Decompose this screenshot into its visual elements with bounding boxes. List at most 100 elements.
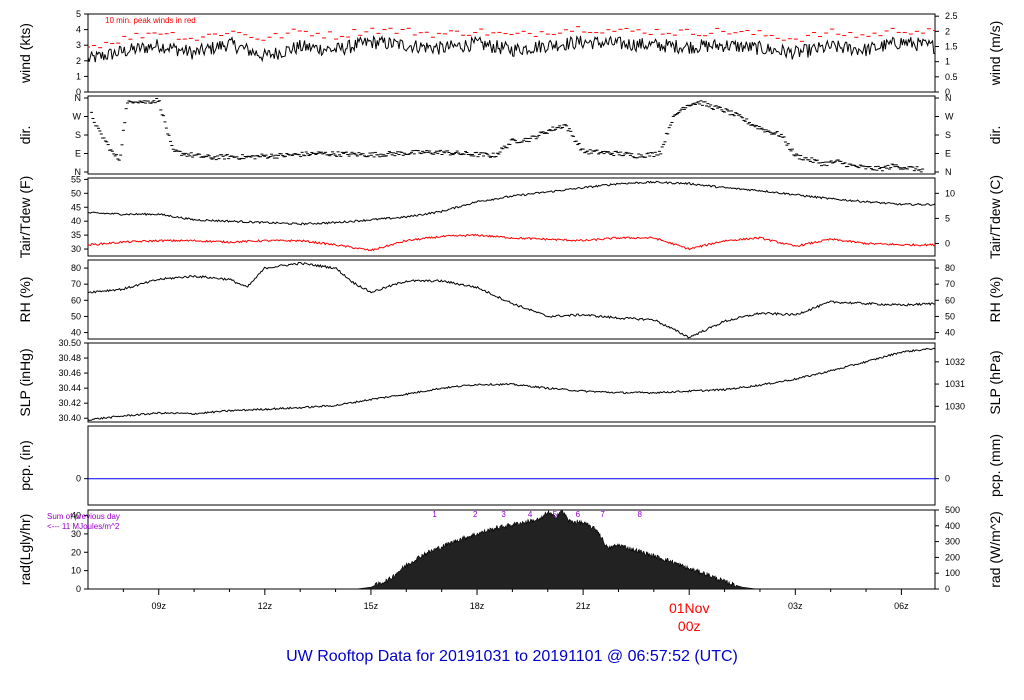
panel-frame (87, 259, 936, 340)
x-tick-label: 00z (678, 618, 701, 634)
y-axis-label-right: wind (m/s) (987, 21, 1003, 87)
y-tick-label-right: 1032 (945, 357, 965, 367)
panel-wind: wind (kts) wind (m/s) 0 1 2 3 4 5 0 0.5 1 1.5 2 2.5 10… (17, 9, 1003, 97)
x-tick-label: 06z (894, 601, 909, 611)
panel-slp: SLP (inHg) SLP (hPa) 30.40 30.42 30.44 30.46 3… (17, 338, 1003, 423)
y-tick-label-right: 40 (945, 328, 955, 338)
y-axis-label: RH (%) (17, 277, 33, 323)
hour-marker: 8 (637, 510, 642, 519)
y-tick-label: 45 (71, 202, 81, 212)
y-tick-label-right: 10 (945, 188, 955, 198)
series-slp-0 (88, 347, 935, 421)
x-tick-label: 18z (470, 601, 485, 611)
y-tick-label-right: 500 (945, 505, 960, 515)
series-temp-1 (88, 233, 935, 252)
panel-temp: Tair/Tdew (F) Tair/Tdew (C) 30 35 40 45 50 55 0 5… (17, 174, 1003, 259)
y-axis-label-right: pcp. (mm) (987, 434, 1003, 497)
y-tick-label: 40 (71, 328, 81, 338)
y-tick-label: 80 (71, 263, 81, 273)
panel-pcp: pcp. (in) pcp. (mm) 0 0 (17, 425, 1003, 506)
y-tick-label: 0 (76, 584, 81, 594)
y-tick-label-right: E (945, 149, 951, 159)
hour-marker: 5 (553, 510, 558, 519)
y-tick-label: 30.46 (58, 368, 81, 378)
y-axis-label: rad(Lgly/hr) (17, 514, 33, 586)
y-axis-label-right: rad (W/m^2) (987, 511, 1003, 588)
y-axis-label-right: RH (%) (987, 277, 1003, 323)
y-tick-label: 50 (71, 311, 81, 321)
y-tick-label-right: 0 (945, 87, 950, 97)
series-rh-0 (88, 262, 935, 339)
plot-area (90, 97, 925, 173)
y-tick-label-right: 2 (945, 26, 950, 36)
y-tick-label: 0 (76, 87, 81, 97)
y-tick-label: 55 (71, 174, 81, 184)
panel-frame (87, 425, 936, 506)
rooftop-chart: wind (kts) wind (m/s)01234500.511.522.510… (17, 9, 1003, 634)
y-tick-label: 5 (76, 9, 81, 19)
x-tick-label: 01Nov (669, 600, 709, 616)
y-tick-label: 30.40 (58, 413, 81, 423)
footer-title: UW Rooftop Data for 20191031 to 20191101… (286, 648, 738, 665)
y-tick-label: 50 (71, 188, 81, 198)
y-tick-label-right: 1031 (945, 379, 965, 389)
y-tick-label-right: 1.5 (945, 42, 958, 52)
y-tick-label: 35 (71, 230, 81, 240)
series-rad-0 (356, 510, 757, 589)
y-tick-label: 40 (71, 216, 81, 226)
y-tick-label-right: N (945, 167, 952, 177)
panel-frame (87, 342, 936, 423)
panel-rad: rad(Lgly/hr) rad (W/m^2)01020304001002003… (17, 505, 1003, 594)
x-tick-label: 21z (576, 601, 591, 611)
y-tick-label-right: 0 (945, 474, 950, 484)
y-tick-label-right: 0 (945, 584, 950, 594)
x-tick-label: 09z (151, 601, 166, 611)
y-tick-label-right: 1030 (945, 401, 965, 411)
series-wind-0 (88, 34, 935, 63)
y-tick-label: 0 (76, 474, 81, 484)
y-tick-label-right: 1 (945, 57, 950, 67)
y-tick-label: 30.42 (58, 398, 81, 408)
y-axis-label-right: Tair/Tdew (C) (987, 175, 1003, 259)
y-tick-label: N (75, 167, 82, 177)
y-tick-label-right: 5 (945, 213, 950, 223)
y-tick-label: 4 (76, 25, 81, 35)
y-axis-label-right: dir. (987, 126, 1003, 145)
y-tick-label-right: S (945, 130, 951, 140)
y-tick-label-right: 60 (945, 295, 955, 305)
hour-marker: 7 (600, 510, 605, 519)
x-tick-label: 12z (258, 601, 273, 611)
x-axis: 09z 12z 15z 18z 21z 01Nov 00z 03z 06z (122, 589, 909, 634)
panel-annotation: <--- 11 MJoules/m^2 (47, 522, 120, 531)
y-tick-label-right: 50 (945, 311, 955, 321)
y-tick-label-right: 0.5 (945, 72, 958, 82)
y-tick-label-right: N (945, 93, 952, 103)
panel-rh: RH (%) RH (%) 40 50 60 70 80 40 50 60 70 80 (17, 259, 1003, 340)
y-tick-label: 1 (76, 71, 81, 81)
series-temp-0 (88, 180, 935, 226)
y-axis-label: Tair/Tdew (F) (17, 176, 33, 258)
y-axis-label: dir. (17, 126, 33, 145)
y-tick-label: 70 (71, 279, 81, 289)
y-tick-label-right: 300 (945, 537, 960, 547)
plot-area (88, 347, 935, 421)
hour-marker: 4 (528, 510, 533, 519)
hour-marker: 6 (576, 510, 581, 519)
x-tick-label: 15z (364, 601, 379, 611)
panel-frame (87, 177, 936, 257)
y-tick-label: N (75, 93, 82, 103)
y-tick-label: 2 (76, 56, 81, 66)
y-tick-label-right: W (945, 112, 954, 122)
x-tick-label: 03z (788, 601, 803, 611)
y-tick-label: 40 (71, 511, 81, 521)
y-tick-label-right: 400 (945, 521, 960, 531)
panel-annotation: Sum of previous day (47, 512, 120, 521)
hour-marker: 1 (432, 510, 437, 519)
y-tick-label: 30.48 (58, 353, 81, 363)
y-axis-label-right: SLP (hPa) (987, 350, 1003, 414)
y-tick-label: 30 (71, 529, 81, 539)
plot-area (88, 262, 935, 339)
y-tick-label: 20 (71, 547, 81, 557)
